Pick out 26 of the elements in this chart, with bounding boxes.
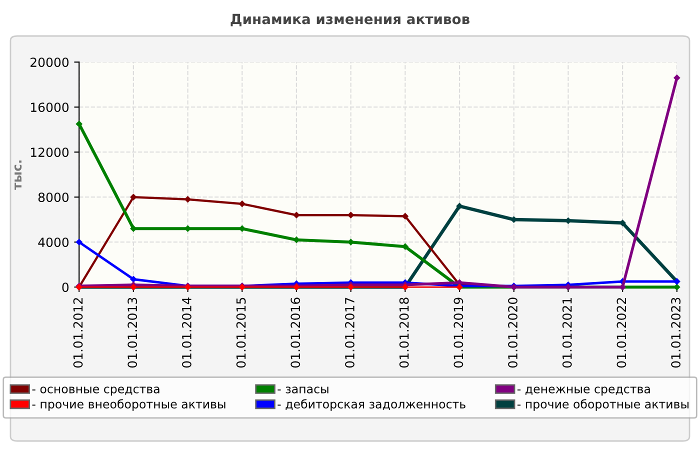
y-tick-label: 20000 [30,58,69,68]
chart-title: Динамика изменения активов [230,14,470,26]
y-tick-label: 4000 [38,238,69,248]
x-tick-label: 01.01.2015 [236,298,246,368]
legend-label: - запасы [278,386,328,394]
legend-label: - прочие оборотные активы [517,399,688,411]
x-tick-label: 01.01.2020 [508,298,518,368]
x-tick-label: 01.01.2021 [562,298,572,368]
y-tick-label: 16000 [30,102,69,112]
y-axis-title: тыс. [14,160,22,190]
legend-label: - денежные средства [517,386,650,396]
x-tick-label: 01.01.2017 [345,298,354,368]
x-tick-label: 01.01.2018 [399,298,409,368]
x-tick-label: 01.01.2012 [73,298,83,368]
legend-label: - дебиторская задолженность [278,399,466,411]
y-tick-label: 0 [62,282,69,292]
y-tick-label: 8000 [38,192,69,202]
x-tick-label: 01.01.2014 [182,298,192,368]
x-tick-label: 01.01.2019 [454,298,464,368]
x-tick-label: 01.01.2013 [128,298,138,368]
x-tick-label: 01.01.2022 [616,298,626,368]
legend-label: - прочие внеоборотные активы [32,399,226,411]
x-tick-label: 01.01.2023 [671,298,681,368]
legend-label: - основные средства [32,386,160,396]
y-tick-label: 12000 [30,148,69,158]
x-tick-label: 01.01.2016 [290,298,300,368]
